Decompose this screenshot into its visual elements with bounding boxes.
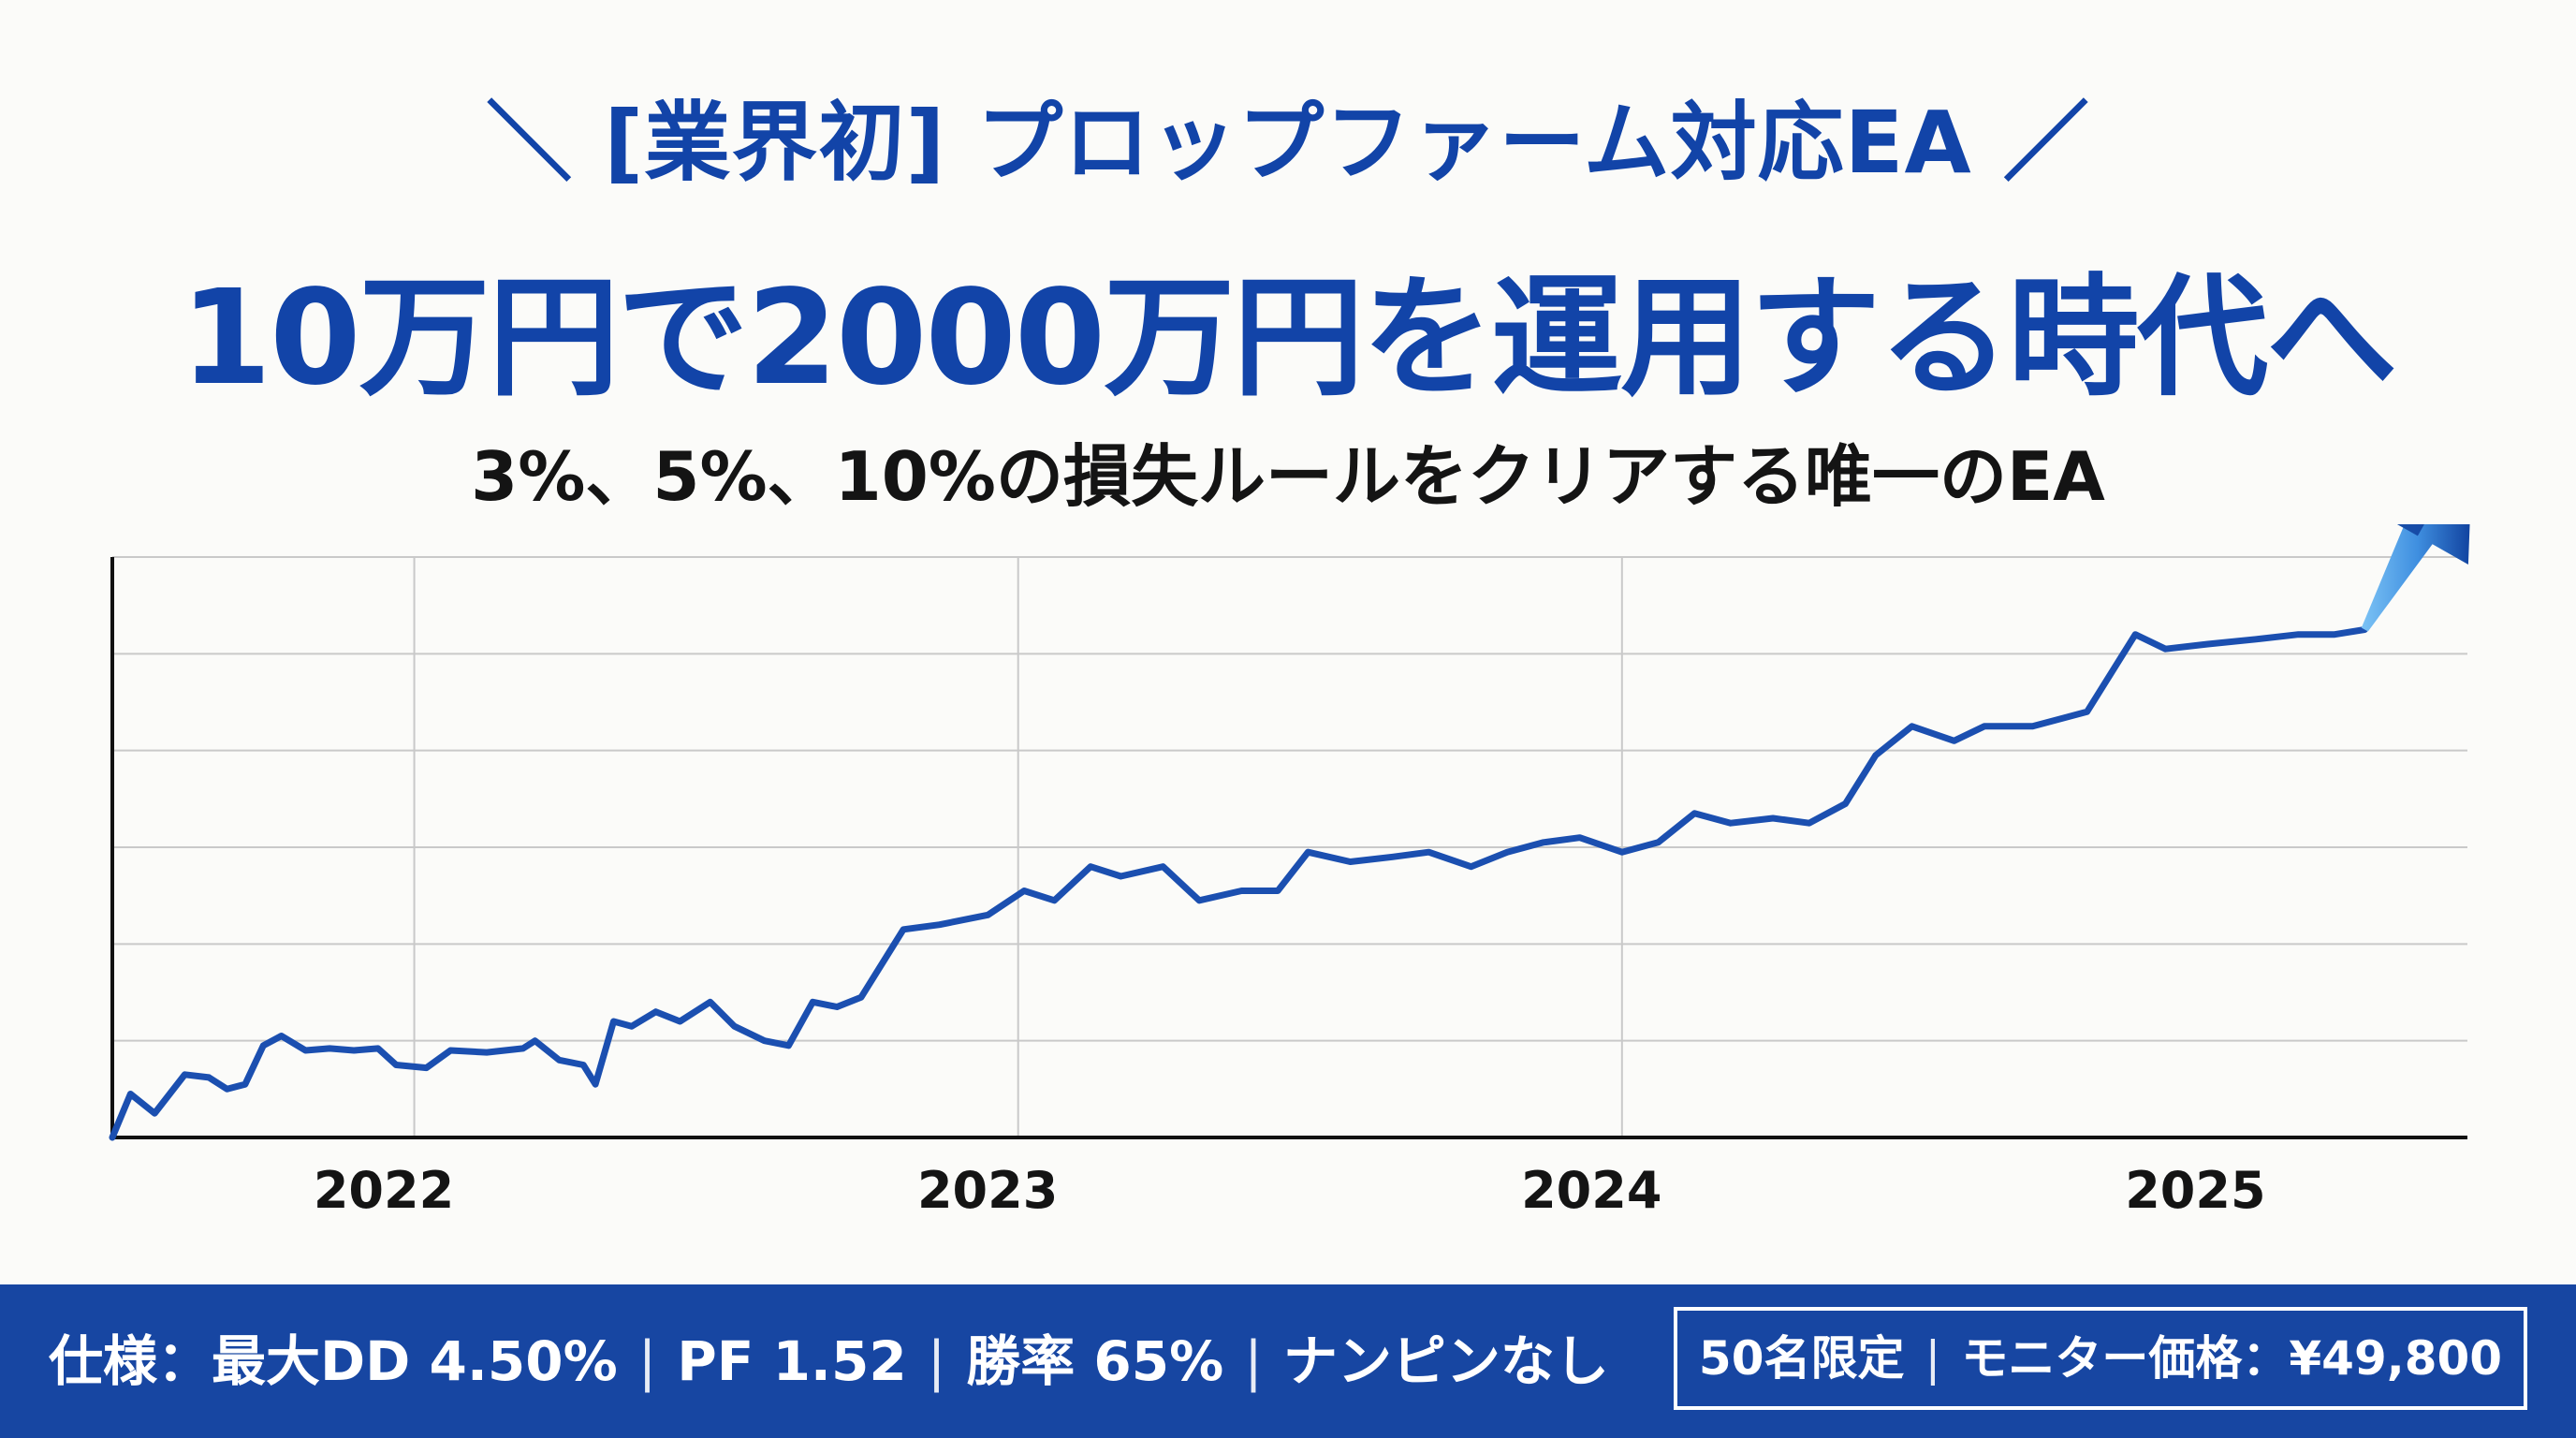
spec-winrate: 勝率 65% [966, 1329, 1224, 1393]
footer-banner: 仕様：最大DD 4.50% | PF 1.52 | 勝率 65% | ナンピンなし 50名限… [0, 1284, 2576, 1438]
x-tick-label: 2025 [2125, 1161, 2265, 1220]
arrow-shade [2396, 524, 2424, 536]
vertical-gridlines [413, 557, 1623, 1137]
subtitle: 3%、5%、10%の損失ルールをクリアする唯一のEA [471, 437, 2105, 516]
offer-price: モニター価格：¥49,800 [1961, 1331, 2503, 1386]
equity-line [109, 626, 2368, 1141]
x-tick-label: 2023 [917, 1161, 1058, 1220]
trend-arrow-icon [2361, 524, 2470, 632]
spec-list: 仕様：最大DD 4.50% | PF 1.52 | 勝率 65% | ナンピンなし [49, 1284, 1609, 1438]
horizontal-gridlines [112, 556, 2467, 1042]
separator: | [927, 1329, 946, 1393]
spec-no-nanpin: ナンピンなし [1282, 1329, 1609, 1393]
arrow-shape [2361, 524, 2470, 632]
spec-pf: PF 1.52 [677, 1329, 907, 1393]
x-tick-label: 2022 [314, 1161, 454, 1220]
separator: | [1925, 1331, 1941, 1386]
x-tick-label: 2024 [1521, 1161, 1661, 1220]
title-line-2: 10万円で2000万円を運用する時代へ [180, 262, 2397, 415]
separator: | [637, 1329, 657, 1393]
separator: | [1244, 1329, 1263, 1393]
offer-box: 50名限定 | モニター価格：¥49,800 [1674, 1307, 2527, 1410]
spec-max-dd: 仕様：最大DD 4.50% [49, 1329, 618, 1393]
offer-limited: 50名限定 [1698, 1331, 1905, 1386]
equity-chart: 2022 2023 2024 2025 [109, 524, 2470, 1220]
title-line-1: ＼ [業界初] プロップファーム対応EA ／ [486, 93, 2090, 193]
x-tick-labels: 2022 2023 2024 2025 [314, 1161, 2266, 1220]
